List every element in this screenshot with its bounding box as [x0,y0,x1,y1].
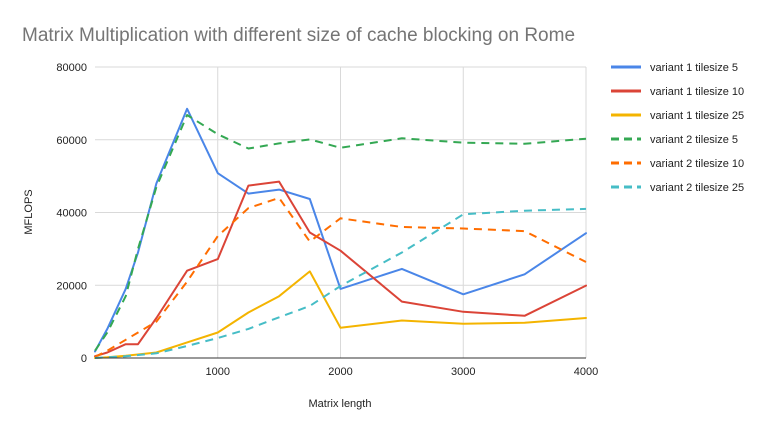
x-tick-label: 4000 [574,366,598,378]
series-line-2 [94,180,587,358]
series-line-1 [94,107,587,353]
legend-label: variant 2 tilesize 5 [650,134,738,146]
chart-title: Matrix Multiplication with different siz… [22,25,575,46]
x-tick-label: 3000 [451,366,475,378]
x-tick-label: 1000 [206,366,230,378]
series-lines [94,107,587,359]
series-line-6 [94,207,587,359]
series-line-4 [94,114,587,352]
y-axis-label: MFLOPS [23,189,35,234]
legend-label: variant 1 tilesize 5 [650,62,738,74]
y-tick-label: 80000 [56,62,87,74]
legend-label: variant 1 tilesize 25 [650,110,744,122]
y-tick-label: 60000 [56,135,87,147]
legend-label: variant 2 tilesize 25 [650,182,744,194]
y-tick-label: 40000 [56,208,87,220]
legend-label: variant 1 tilesize 10 [650,86,744,98]
legend: variant 1 tilesize 5 variant 1 tilesize 1… [611,62,744,194]
axes: 0 20000 40000 60000 80000 1000 2000 3000 4000 [56,62,598,378]
legend-label: variant 2 tilesize 10 [650,158,744,170]
series-line-5 [94,196,587,358]
y-tick-label: 20000 [56,280,87,292]
x-axis-label: Matrix length [309,398,372,410]
y-tick-label: 0 [81,353,87,365]
x-tick-label: 2000 [328,366,352,378]
